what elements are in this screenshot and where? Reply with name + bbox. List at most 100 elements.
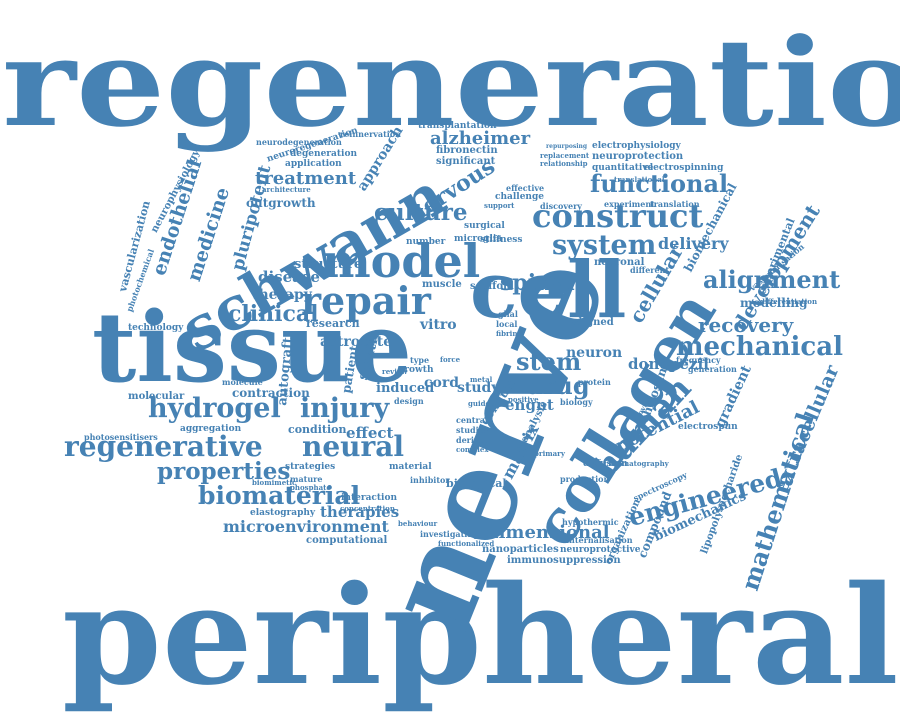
- word-induced: induced: [376, 381, 435, 396]
- word-vitro: vitro: [420, 317, 457, 333]
- word-tissue: tissue: [92, 291, 412, 404]
- word-nanoparticles: nanoparticles: [482, 544, 559, 555]
- word-outgrowth: outgrowth: [246, 196, 316, 210]
- word-surgical: surgical: [464, 221, 505, 231]
- word-system: system: [552, 230, 657, 261]
- word-hydrogel: hydrogel: [148, 393, 281, 424]
- word-review: review: [382, 367, 408, 376]
- word-transplantation: transplantation: [418, 121, 497, 131]
- word-degeneration: degeneration: [290, 149, 358, 159]
- word-modelling: modelling: [740, 296, 808, 310]
- word-immunosuppression: immunosuppression: [507, 555, 621, 566]
- word-glial: glial: [498, 309, 518, 319]
- word-challenge: challenge: [495, 192, 544, 202]
- word-fibronectin: fibronectin: [436, 145, 498, 156]
- word-differentiation: differentiation: [760, 297, 818, 306]
- word-mature: mature: [290, 474, 323, 484]
- word-microglia: microglia: [454, 234, 503, 244]
- word-spinal: spinal: [500, 270, 575, 296]
- word-donepezil: donepezil: [628, 355, 709, 373]
- word-reinnervation: reinnervation: [340, 129, 401, 139]
- word-biology: biology: [560, 397, 593, 407]
- word-functional: functional: [590, 169, 729, 198]
- word-relationship: relationship: [540, 159, 588, 168]
- word-studies: studies: [456, 425, 489, 435]
- word-neuroprotection: neuroprotection: [592, 151, 684, 162]
- word-force: force: [440, 355, 461, 364]
- word-growth: growth: [398, 365, 434, 375]
- word-fibrin: fibrin: [496, 329, 518, 338]
- word-architecture: architecture: [262, 185, 311, 194]
- word-biological: biological: [446, 477, 507, 490]
- word-recovery: recovery: [698, 313, 794, 337]
- word-replacement: replacement: [540, 151, 590, 160]
- word-extracellular: extracellular: [770, 362, 844, 496]
- word-investigating: investigating: [420, 529, 479, 539]
- word-electrospun: electrospun: [678, 422, 738, 432]
- word-elastography: elastography: [250, 508, 316, 518]
- word-support: support: [484, 201, 515, 210]
- word-technology: technology: [128, 323, 184, 333]
- word-inhibitor: inhibitor: [410, 475, 450, 485]
- word-repurposing: repurposing: [546, 143, 588, 150]
- word-diffusion: diffusion: [583, 459, 628, 469]
- word-biomimetic: biomimetic: [252, 478, 297, 487]
- word-mechanical: mechanical: [676, 332, 843, 362]
- word-design: design: [394, 396, 424, 406]
- word-functionalized: functionalized: [438, 539, 495, 548]
- word-interaction: interaction: [341, 493, 398, 503]
- word-neurodegeneration: neurodegeneration: [256, 137, 342, 147]
- word-disease: disease: [258, 268, 320, 286]
- word-dimensional: dimensional: [486, 522, 610, 543]
- word-molecular: molecular: [128, 391, 185, 402]
- word-microenvironment: microenvironment: [223, 517, 389, 536]
- word-therapy: therapy: [252, 287, 312, 303]
- word-application: application: [285, 159, 342, 169]
- word-regeneration: regeneration: [2, 11, 900, 154]
- word-discovery: discovery: [540, 201, 582, 211]
- word-local: local: [496, 319, 518, 329]
- word-aligned: aligned: [572, 317, 614, 328]
- word-guide: guide: [468, 399, 490, 408]
- word-primary: primary: [534, 449, 565, 458]
- word-condition: condition: [288, 423, 347, 436]
- word-translation: translation: [650, 199, 700, 209]
- word-internalisation: internalisation: [566, 535, 633, 545]
- word-injury: injury: [300, 393, 390, 424]
- word-material: material: [389, 462, 432, 472]
- word-engnt: engnt: [505, 396, 554, 414]
- word-neural: neural: [302, 430, 405, 463]
- word-repair: repair: [301, 278, 431, 323]
- word-translational: translational: [614, 175, 665, 184]
- word-computational: computational: [306, 535, 388, 546]
- word-significant: significant: [436, 156, 496, 167]
- word-generation: generation: [688, 364, 737, 374]
- word-strategies: strategies: [285, 462, 336, 472]
- word-structure: structure: [294, 257, 363, 272]
- word-culture: culture: [374, 199, 468, 226]
- word-chromatography: chromatography: [604, 459, 669, 468]
- word-clinical: clinical: [228, 301, 319, 327]
- word-contraction: contraction: [232, 386, 310, 400]
- word-biomaterial: biomaterial: [198, 481, 361, 510]
- word-regenerative: regenerative: [64, 430, 263, 463]
- word-experiment: experiment: [604, 199, 655, 209]
- word-effective: effective: [506, 183, 545, 193]
- word-production: production: [560, 474, 610, 484]
- word-study: study: [457, 380, 500, 396]
- word-muscle: muscle: [422, 279, 462, 290]
- word-delivery: delivery: [658, 234, 729, 253]
- word-hypothermic: hypothermic: [562, 517, 619, 527]
- word-electrophysiology: electrophysiology: [592, 141, 681, 151]
- word-phosphate: phosphate: [290, 483, 331, 492]
- word-cell: cell: [470, 245, 627, 336]
- word-effect: effect: [346, 424, 394, 442]
- word-alzheimer: alzheimer: [430, 128, 531, 149]
- word-aggregation: aggregation: [180, 424, 242, 434]
- word-scaffold: scaffold: [470, 281, 514, 292]
- word-neuron: neuron: [566, 345, 623, 361]
- word-molecule: molecule: [222, 377, 263, 387]
- word-protein: protein: [578, 377, 611, 387]
- word-central: central: [456, 415, 488, 425]
